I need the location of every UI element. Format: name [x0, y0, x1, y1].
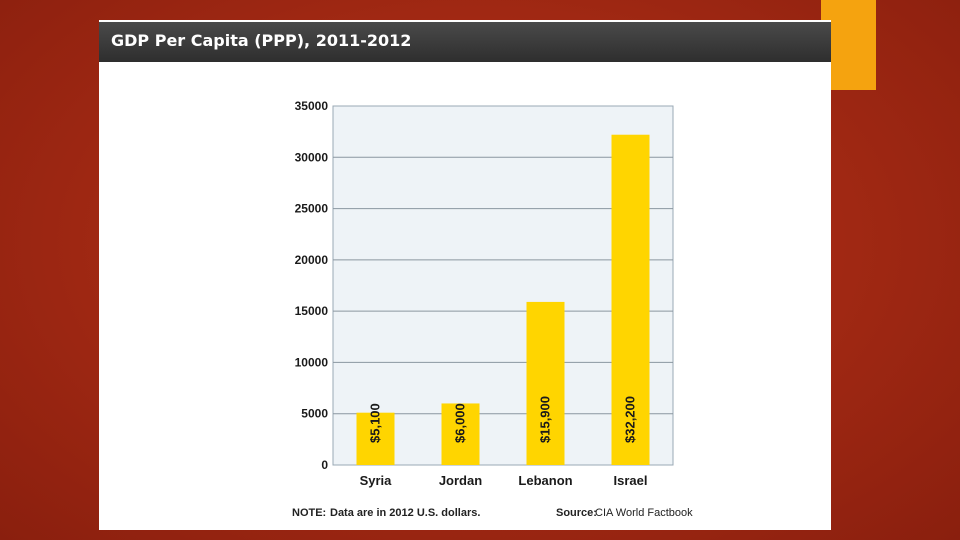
bar: [611, 134, 650, 465]
y-tick-label: 35000: [295, 99, 329, 113]
note-label: NOTE:: [292, 507, 326, 519]
source-label: Source:: [556, 507, 597, 519]
bar-value-label: $32,200: [623, 396, 638, 443]
bar-value-label: $6,000: [453, 403, 468, 443]
bar-value-label: $15,900: [538, 396, 553, 443]
y-tick-label: 20000: [295, 253, 329, 267]
y-tick-label: 10000: [295, 355, 329, 369]
y-tick-label: 0: [321, 458, 328, 472]
y-tick-label: 30000: [295, 150, 329, 164]
bar-chart: 0 5000 10000 15000 20000 25000 30000 35000 Syria…: [292, 99, 693, 519]
bar: [441, 403, 480, 465]
x-category-label: Lebanon: [518, 473, 572, 488]
title-bar: GDP Per Capita (PPP), 2011-2012: [99, 22, 831, 62]
x-category-label: Israel: [614, 473, 648, 488]
x-category-label: Syria: [360, 473, 393, 488]
note-text: Data are in 2012 U.S. dollars.: [330, 507, 480, 519]
bar-value-label: $5,100: [368, 403, 383, 443]
x-category-label: Jordan: [439, 473, 482, 488]
y-tick-label: 25000: [295, 202, 329, 216]
y-tick-label: 5000: [301, 407, 328, 421]
source-text: CIA World Factbook: [595, 507, 693, 519]
bar: [526, 301, 565, 465]
y-tick-label: 15000: [295, 304, 329, 318]
slide-card: GDP Per Capita (PPP), 2011-2012 0 5000 100…: [99, 20, 831, 530]
bar: [356, 412, 395, 465]
chart-title: GDP Per Capita (PPP), 2011-2012: [111, 31, 412, 50]
